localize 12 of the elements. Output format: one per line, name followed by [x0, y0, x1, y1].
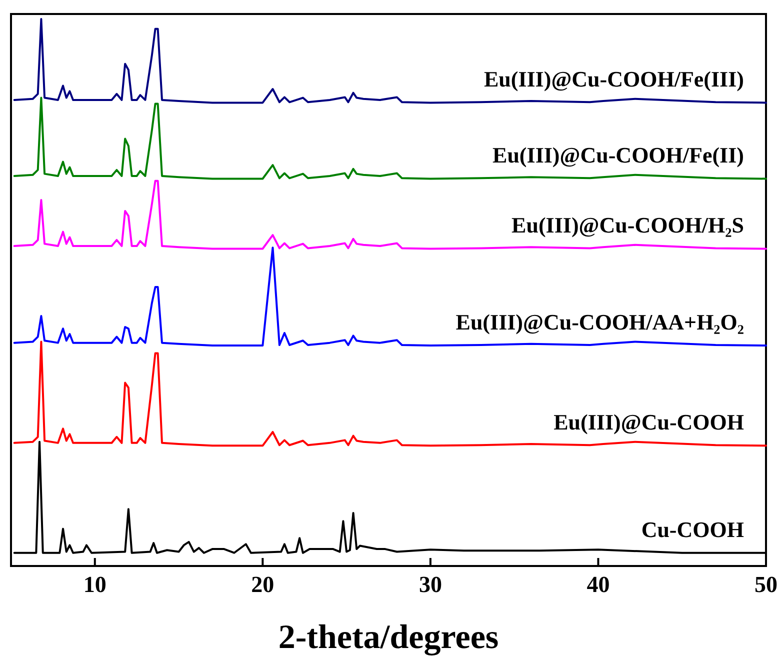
x-tick-label: 20 [251, 572, 274, 597]
series-label: Eu(III)@Cu-COOH/Fe(II) [492, 142, 744, 168]
series-label: Eu(III)@Cu-COOH/AA+H₂O₂ [456, 310, 744, 335]
x-tick-label: 10 [83, 572, 106, 597]
x-axis-title: 2-theta/degrees [278, 619, 499, 656]
x-tick-label: 30 [418, 572, 442, 597]
series-label: Eu(III)@Cu-COOH/H₂S [512, 212, 744, 238]
x-tick-label: 50 [754, 572, 778, 597]
x-tick-label: 40 [586, 572, 610, 597]
series-label: Cu-COOH [641, 516, 744, 542]
series-label: Eu(III)@Cu-COOH/Fe(III) [484, 66, 744, 92]
series-label: Eu(III)@Cu-COOH [554, 410, 744, 435]
